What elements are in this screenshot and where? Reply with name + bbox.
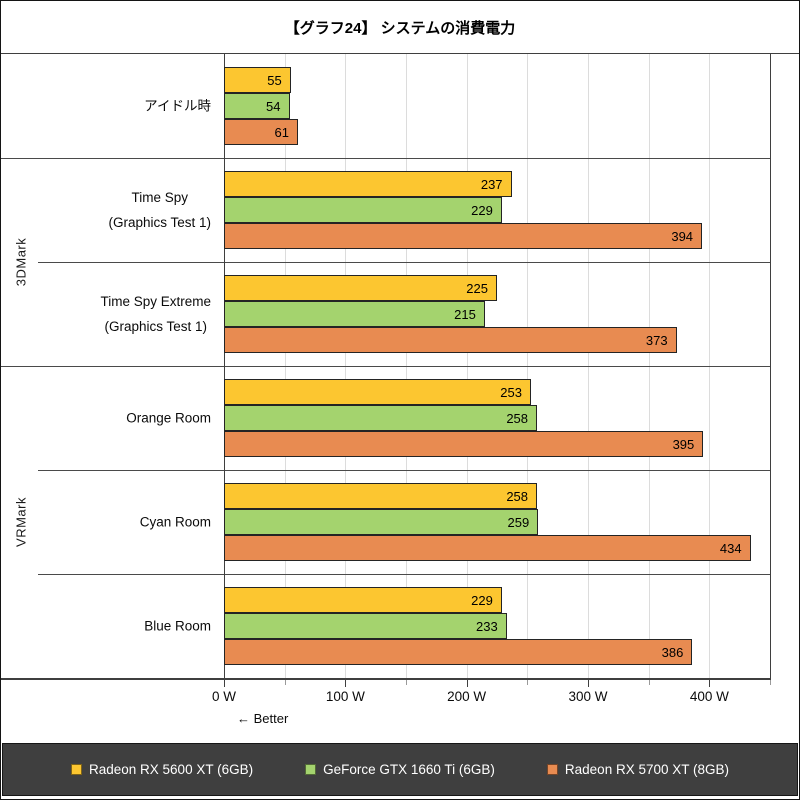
bar-value-label: 225 xyxy=(466,280,488,296)
legend-item-geforce-gtx-1660-ti: GeForce GTX 1660 Ti (6GB) xyxy=(305,762,495,777)
bar-value-label: 373 xyxy=(645,332,668,348)
legend: Radeon RX 5600 XT (6GB) GeForce GTX 1660 … xyxy=(2,743,798,796)
bar-value-label: 258 xyxy=(506,410,529,426)
category-label: Cyan Room xyxy=(140,510,211,535)
category-label-line: (Graphics Test 1) xyxy=(108,215,211,230)
axis-tick-100w xyxy=(345,680,347,687)
category-separator xyxy=(38,262,770,263)
bar-value-label: 394 xyxy=(671,228,694,244)
bar-geforce-gtx-1660-ti: 215 xyxy=(224,301,485,327)
bar-radeon-rx-5600-xt: 55 xyxy=(224,67,291,93)
axis-tick-label-200w: 200 W xyxy=(447,689,487,704)
bar-value-label: 386 xyxy=(661,644,684,660)
chart-title: 【グラフ24】 システムの消費電力 xyxy=(1,1,799,54)
bar-radeon-rx-5700-xt: 61 xyxy=(224,119,298,145)
bar-value-label: 61 xyxy=(274,124,289,140)
group-separator xyxy=(1,158,770,159)
legend-swatch-icon xyxy=(546,764,558,775)
group-label-vrmark: VRMark xyxy=(13,497,29,547)
bar-geforce-gtx-1660-ti: 229 xyxy=(224,197,502,223)
bar-value-label: 215 xyxy=(454,306,476,322)
bar-radeon-rx-5600-xt: 237 xyxy=(224,171,512,197)
category-label-line: Orange Room xyxy=(126,410,211,426)
axis-tick-300w xyxy=(588,680,589,687)
bar-geforce-gtx-1660-ti: 233 xyxy=(224,613,507,639)
bar-radeon-rx-5600-xt: 258 xyxy=(224,483,538,509)
category-label: Orange Room xyxy=(126,406,211,431)
bar-value-label: 258 xyxy=(506,488,529,504)
axis-tick-400w xyxy=(709,680,711,687)
legend-label: GeForce GTX 1660 Ti (6GB) xyxy=(323,762,495,777)
bar-value-label: 55 xyxy=(267,72,282,88)
category-label: Time Spy (Graphics Test 1) xyxy=(108,185,211,235)
axis-minor-tick-350w xyxy=(648,680,650,685)
category-label-line: Time Spy xyxy=(131,190,188,205)
category-label: Time Spy Extreme (Graphics Test 1) xyxy=(100,289,211,339)
plot-right-border xyxy=(770,54,771,678)
group-label-3dmark: 3DMark xyxy=(13,237,29,287)
legend-swatch-icon xyxy=(305,764,317,775)
legend-label: Radeon RX 5600 XT (6GB) xyxy=(89,762,254,777)
legend-swatch-icon xyxy=(71,764,82,775)
category-label-line: アイドル時 xyxy=(144,98,211,114)
axis-tick-label-400w: 400 W xyxy=(689,689,729,704)
category-label-line: (Graphics Test 1) xyxy=(104,319,207,334)
axis-tick-0w xyxy=(224,680,225,687)
bar-value-label: 237 xyxy=(480,176,503,192)
legend-item-radeon-rx-5600-xt: Radeon RX 5600 XT (6GB) xyxy=(71,762,253,777)
bar-value-label: 229 xyxy=(471,592,493,608)
bar-radeon-rx-5700-xt: 394 xyxy=(224,223,703,249)
bar-radeon-rx-5700-xt: 373 xyxy=(224,327,677,353)
axis-tick-200w xyxy=(466,680,468,687)
bar-value-label: 253 xyxy=(500,384,522,400)
category-label-line: Cyan Room xyxy=(139,514,211,530)
category-separator xyxy=(38,470,770,471)
category-label: アイドル時 xyxy=(144,94,211,119)
bar-value-label: 233 xyxy=(476,618,498,634)
axis-minor-tick-250w xyxy=(527,680,529,685)
bar-value-label: 259 xyxy=(507,514,530,530)
bar-geforce-gtx-1660-ti: 258 xyxy=(224,405,538,431)
bar-radeon-rx-5700-xt: 434 xyxy=(224,535,751,561)
axis-tick-label-100w: 100 W xyxy=(325,689,365,704)
bar-radeon-rx-5600-xt: 229 xyxy=(224,587,502,613)
category-label-line: Time Spy Extreme xyxy=(100,294,211,309)
legend-item-radeon-rx-5700-xt: Radeon RX 5700 XT (8GB) xyxy=(546,762,729,777)
bar-radeon-rx-5700-xt: 395 xyxy=(224,431,704,457)
bar-geforce-gtx-1660-ti: 54 xyxy=(224,93,290,119)
legend-label: Radeon RX 5700 XT (8GB) xyxy=(564,762,729,777)
bar-radeon-rx-5600-xt: 253 xyxy=(224,379,531,405)
axis-tick-label-300w: 300 W xyxy=(568,689,608,704)
better-direction-label: ← Better xyxy=(237,711,289,726)
bar-value-label: 54 xyxy=(266,98,281,114)
axis-minor-tick-50w xyxy=(284,680,286,685)
category-label: Blue Room xyxy=(144,614,211,639)
category-label-line: Blue Room xyxy=(144,618,211,634)
axis-tick-label-0w: 0 W xyxy=(211,689,237,704)
axis-minor-tick-150w xyxy=(406,680,407,685)
bar-value-label: 434 xyxy=(719,540,742,556)
bar-radeon-rx-5700-xt: 386 xyxy=(224,639,693,665)
category-separator xyxy=(38,574,770,575)
bar-geforce-gtx-1660-ti: 259 xyxy=(224,509,539,535)
bar-radeon-rx-5600-xt: 225 xyxy=(224,275,497,301)
bar-value-label: 395 xyxy=(672,436,695,452)
bar-value-label: 229 xyxy=(471,202,493,218)
axis-minor-tick-450w xyxy=(770,680,771,685)
category-axis-line xyxy=(224,54,225,678)
group-separator xyxy=(1,366,770,367)
value-axis-line xyxy=(1,678,771,680)
